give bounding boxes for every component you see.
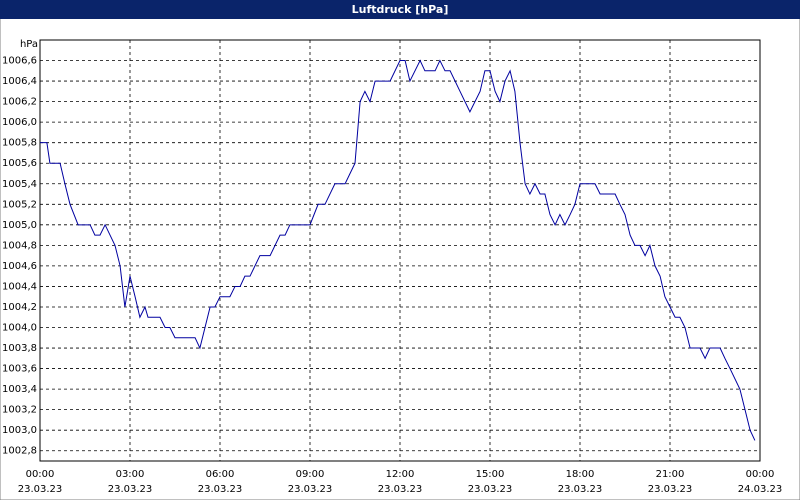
y-tick-label: 1003,6 — [2, 364, 37, 375]
x-tick-label: 18:00 — [566, 469, 595, 480]
y-tick-label: 1003,0 — [2, 425, 37, 436]
x-tick-date: 23.03.23 — [378, 484, 423, 495]
x-tick-label: 00:00 — [26, 469, 55, 480]
y-tick-label: 1003,2 — [2, 405, 37, 416]
y-tick-label: 1003,8 — [2, 343, 37, 354]
y-tick-label: 1004,4 — [2, 281, 37, 292]
y-tick-label: 1005,4 — [2, 179, 37, 190]
y-axis-unit: hPa — [20, 39, 38, 50]
y-tick-label: 1005,8 — [2, 138, 37, 149]
y-tick-label: 1006,6 — [2, 56, 37, 67]
x-tick-label: 21:00 — [656, 469, 685, 480]
x-tick-date: 23.03.23 — [468, 484, 513, 495]
y-tick-label: 1003,4 — [2, 384, 37, 395]
x-tick-label: 09:00 — [296, 469, 325, 480]
x-tick-label: 12:00 — [386, 469, 415, 480]
x-tick-date: 23.03.23 — [288, 484, 333, 495]
y-tick-label: 1004,2 — [2, 302, 37, 313]
y-tick-label: 1005,0 — [2, 220, 37, 231]
x-tick-date: 23.03.23 — [108, 484, 153, 495]
x-tick-label: 06:00 — [206, 469, 235, 480]
y-tick-label: 1005,2 — [2, 199, 37, 210]
x-tick-label: 00:00 — [746, 469, 775, 480]
chart-title: Luftdruck [hPa] — [352, 3, 449, 16]
y-tick-label: 1004,8 — [2, 240, 37, 251]
y-tick-label: 1006,4 — [2, 76, 37, 87]
y-tick-label: 1004,6 — [2, 261, 37, 272]
x-tick-label: 03:00 — [116, 469, 145, 480]
data-line — [40, 59, 756, 441]
y-tick-label: 1002,8 — [2, 446, 37, 457]
y-tick-label: 1005,6 — [2, 158, 37, 169]
x-tick-date: 23.03.23 — [558, 484, 603, 495]
x-tick-label: 15:00 — [476, 469, 505, 480]
y-tick-label: 1004,0 — [2, 323, 37, 334]
x-tick-date: 23.03.23 — [198, 484, 243, 495]
plot-frame — [39, 39, 761, 462]
x-tick-date: 24.03.23 — [738, 484, 783, 495]
y-tick-label: 1006,0 — [2, 117, 37, 128]
x-tick-date: 23.03.23 — [18, 484, 63, 495]
y-tick-label: 1006,2 — [2, 97, 37, 108]
x-tick-date: 23.03.23 — [648, 484, 693, 495]
title-bar — [0, 0, 800, 19]
